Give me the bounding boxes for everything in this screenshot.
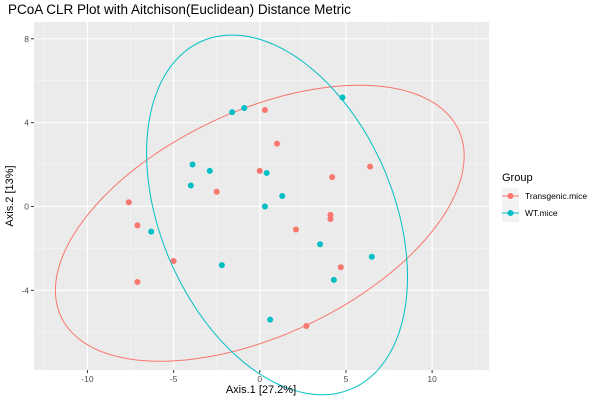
point-wt-mice xyxy=(229,109,236,116)
point-wt-mice xyxy=(148,228,155,235)
x-tick-label: -5 xyxy=(170,374,178,384)
point-wt-mice xyxy=(267,316,274,323)
point-transgenic-mice xyxy=(256,167,263,174)
legend-key-point xyxy=(507,193,514,199)
y-tick-label: 0 xyxy=(24,201,29,211)
point-transgenic-mice xyxy=(213,188,220,195)
point-transgenic-mice xyxy=(261,107,268,114)
point-wt-mice xyxy=(279,193,286,199)
chart-title: PCoA CLR Plot with Aitchison(Euclidean) … xyxy=(8,2,351,17)
confidence-ellipses xyxy=(54,34,465,396)
point-wt-mice xyxy=(330,276,337,283)
minor-gridlines xyxy=(34,22,489,370)
point-transgenic-mice xyxy=(292,226,299,233)
point-transgenic-mice xyxy=(329,174,336,181)
plot-panel xyxy=(34,22,489,370)
ellipse-wt-mice xyxy=(146,34,409,396)
point-wt-mice xyxy=(261,203,268,210)
x-tick-label: 5 xyxy=(344,374,349,384)
y-tick-label: 4 xyxy=(24,118,29,128)
x-tick-label: -10 xyxy=(81,374,94,384)
point-wt-mice xyxy=(218,262,225,269)
legend-item-label: Transgenic.mice xyxy=(525,191,587,201)
point-transgenic-mice xyxy=(125,199,132,206)
point-wt-mice xyxy=(189,161,196,168)
x-axis-ticks: -10 -5 0 5 10 xyxy=(81,370,437,384)
point-transgenic-mice xyxy=(134,222,141,229)
ellipse-transgenic-mice xyxy=(54,84,465,362)
point-wt-mice xyxy=(263,169,270,176)
legend: Group Transgenic.mice WT.mice xyxy=(502,172,587,222)
y-axis-label: Axis.2 [13%] xyxy=(4,165,16,226)
point-wt-mice xyxy=(187,182,194,189)
point-wt-mice xyxy=(339,94,346,101)
x-axis-label: Axis.1 [27.2%] xyxy=(226,384,296,396)
point-transgenic-mice xyxy=(134,278,141,285)
y-tick-label: -4 xyxy=(21,285,29,295)
point-transgenic-mice xyxy=(170,257,177,264)
x-tick-label: 10 xyxy=(427,374,437,384)
point-transgenic-mice xyxy=(367,163,374,170)
major-gridlines xyxy=(34,22,489,370)
y-tick-label: 8 xyxy=(24,34,29,44)
x-tick-label: 0 xyxy=(257,374,262,384)
point-transgenic-mice xyxy=(274,140,281,147)
point-wt-mice xyxy=(317,241,324,248)
point-wt-mice xyxy=(206,167,213,174)
point-transgenic-mice xyxy=(327,216,334,223)
data-points xyxy=(125,94,375,329)
point-transgenic-mice xyxy=(303,322,310,329)
y-axis-ticks: -4 0 4 8 xyxy=(21,34,34,295)
legend-key-point xyxy=(507,210,514,216)
legend-title: Group xyxy=(502,172,533,184)
point-transgenic-mice xyxy=(327,211,334,218)
point-wt-mice xyxy=(241,104,248,111)
point-wt-mice xyxy=(368,253,375,260)
legend-item-label: WT.mice xyxy=(525,208,558,218)
point-transgenic-mice xyxy=(337,264,344,271)
